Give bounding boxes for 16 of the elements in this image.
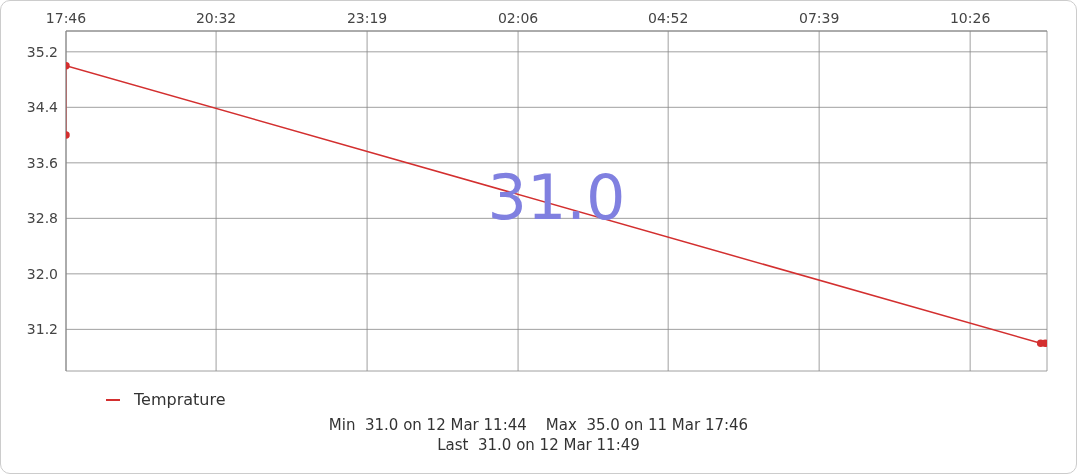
x-tick-label: 23:19	[346, 10, 388, 26]
y-tick-label: 34.4	[26, 99, 59, 116]
y-tick-label: 32.8	[26, 210, 58, 227]
y-tick-label: 31.2	[26, 321, 58, 338]
y-tick-label: 32.0	[26, 265, 58, 282]
x-tick-label: 02:06	[497, 10, 539, 26]
x-tick-label: 20:32	[195, 10, 237, 26]
x-tick-label: 10:26	[949, 10, 991, 26]
y-tick-label: 35.2	[26, 43, 58, 60]
text: Min 31.0 on 12 Mar 11:44 Max 35.0 on 11 Mar 17:46	[327, 415, 750, 435]
x-tick-label: 17:46	[45, 10, 87, 26]
text: Last 31.0 on 12 Mar 11:49	[436, 435, 641, 455]
x-tick-label: 04:52	[647, 10, 689, 26]
y-tick-label: 33.6	[26, 154, 59, 171]
x-tick-label: 07:39	[798, 10, 840, 26]
legend-label: Temprature	[134, 390, 226, 409]
